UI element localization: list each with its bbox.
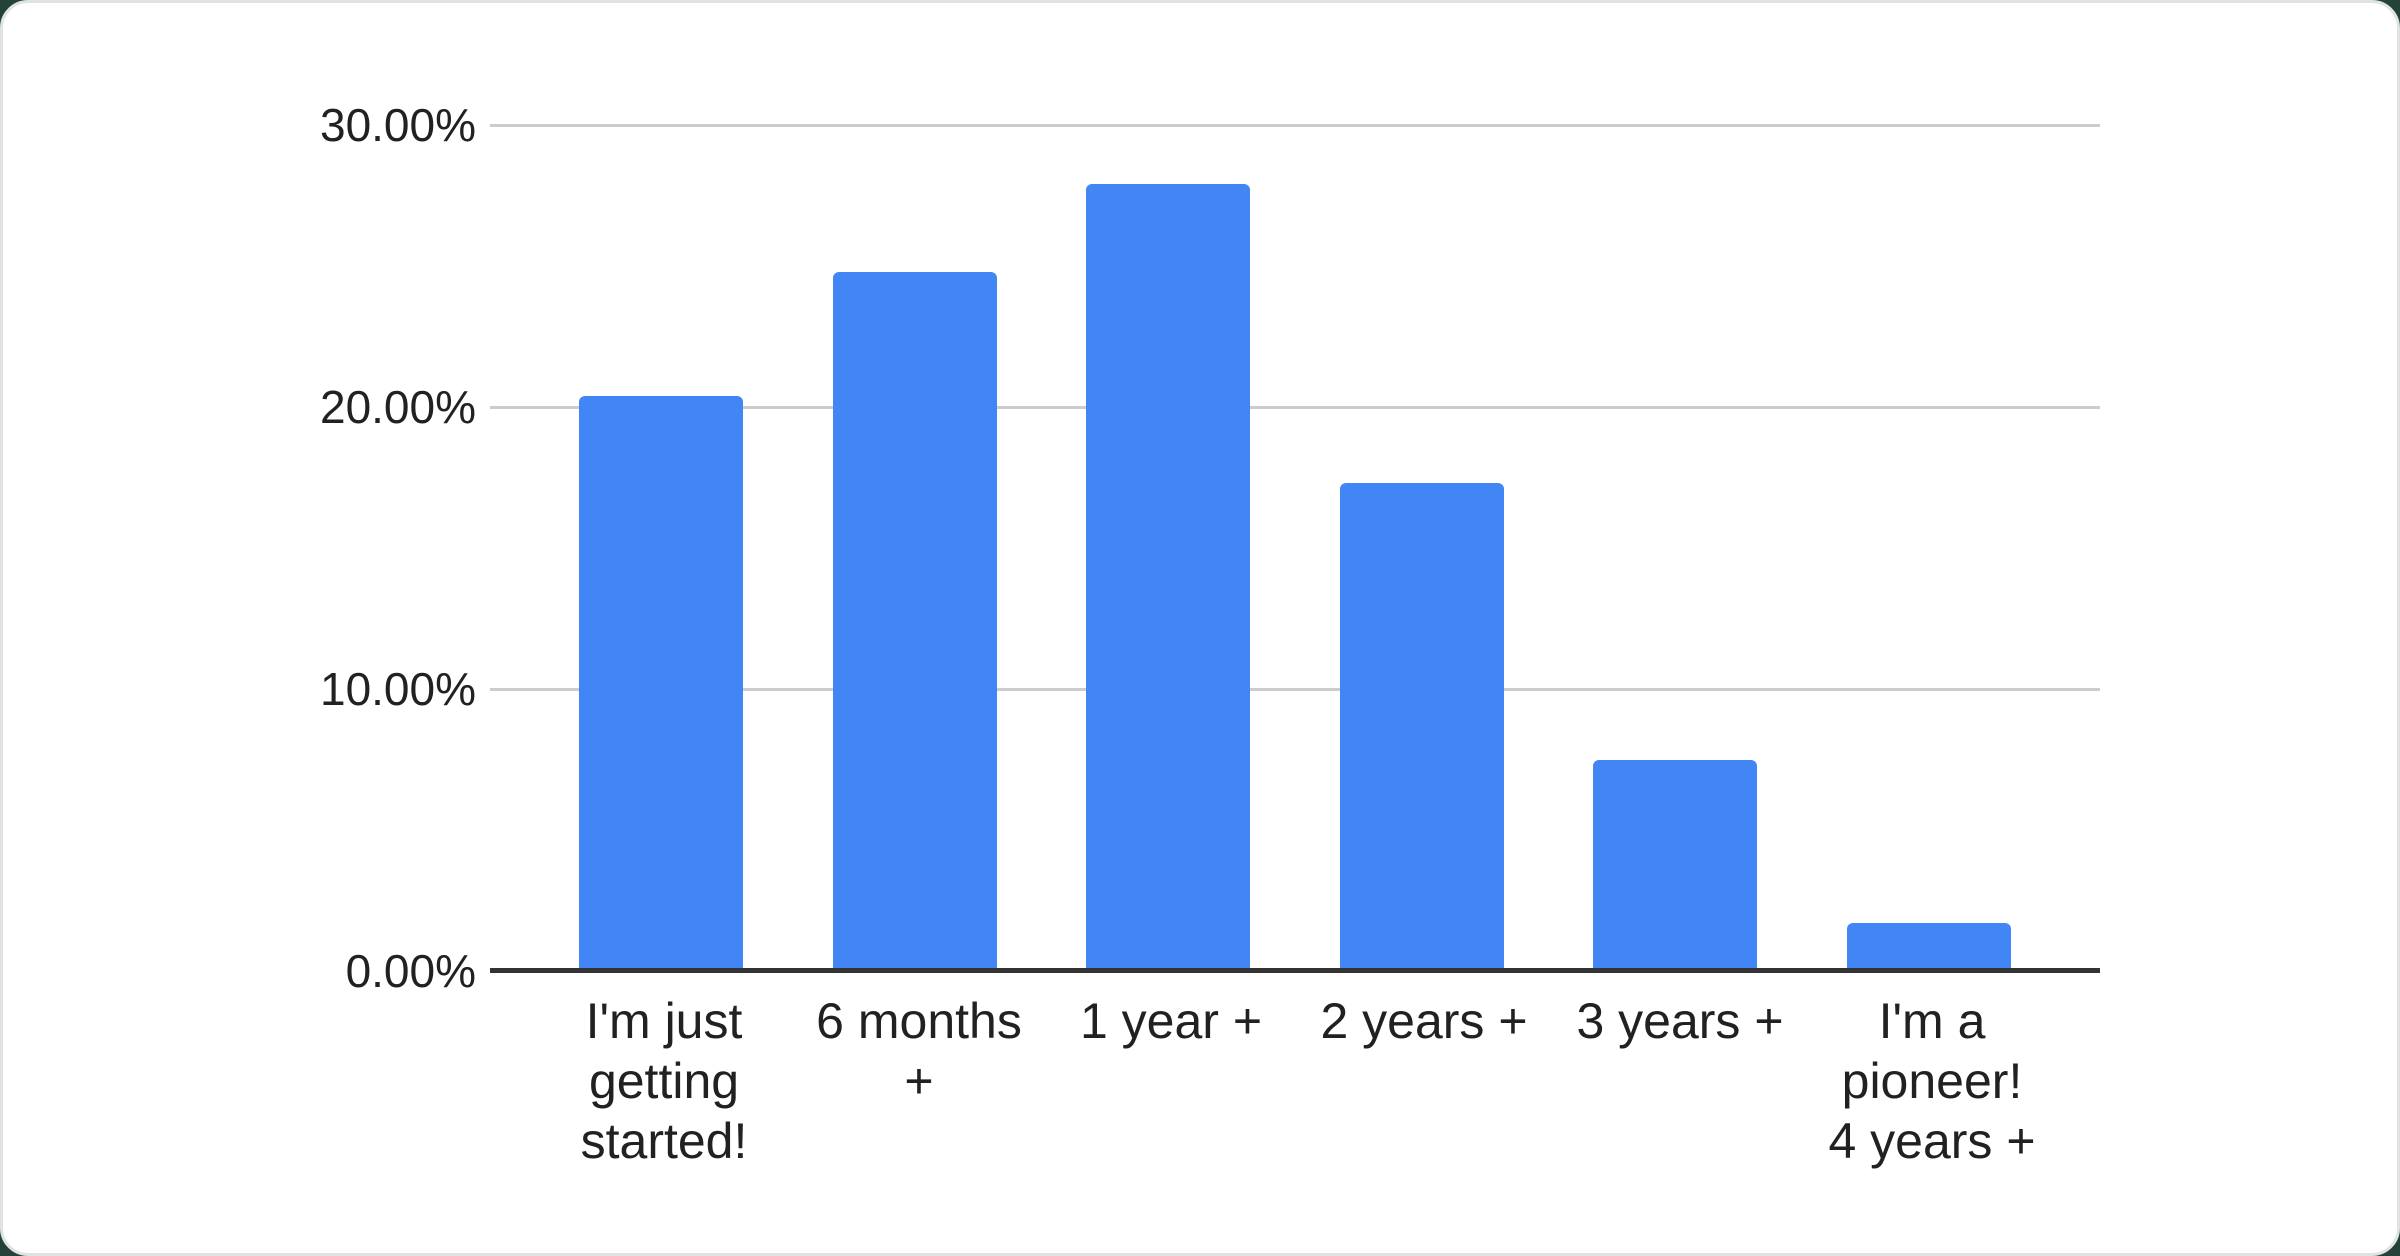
bar-im-a-pioneer-4-years-plus[interactable] (1846, 923, 2011, 971)
x-axis-label-1-year-plus: 1 year + (1079, 993, 1263, 1049)
y-axis-tick-label-30: 30.00% (319, 99, 476, 151)
bar-1-year-plus[interactable] (1086, 184, 1251, 971)
plot-area (490, 124, 2100, 973)
gridline-10-percent (490, 688, 2100, 691)
x-axis-line (490, 968, 2100, 973)
bar-6-months-plus[interactable] (832, 271, 997, 971)
x-axis-label-2-years-plus: 2 years + (1320, 993, 1528, 1049)
x-axis-label-im-a-pioneer-4-years-plus: I'm a pioneer! 4 years + (1828, 993, 2036, 1169)
x-axis-label-im-just-getting-started: I'm just getting started! (580, 993, 748, 1169)
bar-series (490, 125, 2100, 971)
gridline-20-percent (490, 406, 2100, 409)
gridline-30-percent (490, 124, 2100, 127)
y-axis-tick-label-20: 20.00% (319, 381, 476, 433)
y-axis-tick-label-10: 10.00% (319, 663, 476, 715)
x-axis-label-6-months-plus: 6 months + (816, 993, 1022, 1109)
bar-im-just-getting-started[interactable] (579, 395, 744, 971)
y-axis-tick-label-0: 0.00% (345, 945, 476, 997)
x-axis-label-3-years-plus: 3 years + (1576, 993, 1784, 1049)
bar-3-years-plus[interactable] (1593, 759, 1758, 971)
bar-2-years-plus[interactable] (1339, 483, 1504, 971)
bar-chart: 30.00% 20.00% 10.00% 0.00% I'm just gett… (3, 3, 2397, 1253)
